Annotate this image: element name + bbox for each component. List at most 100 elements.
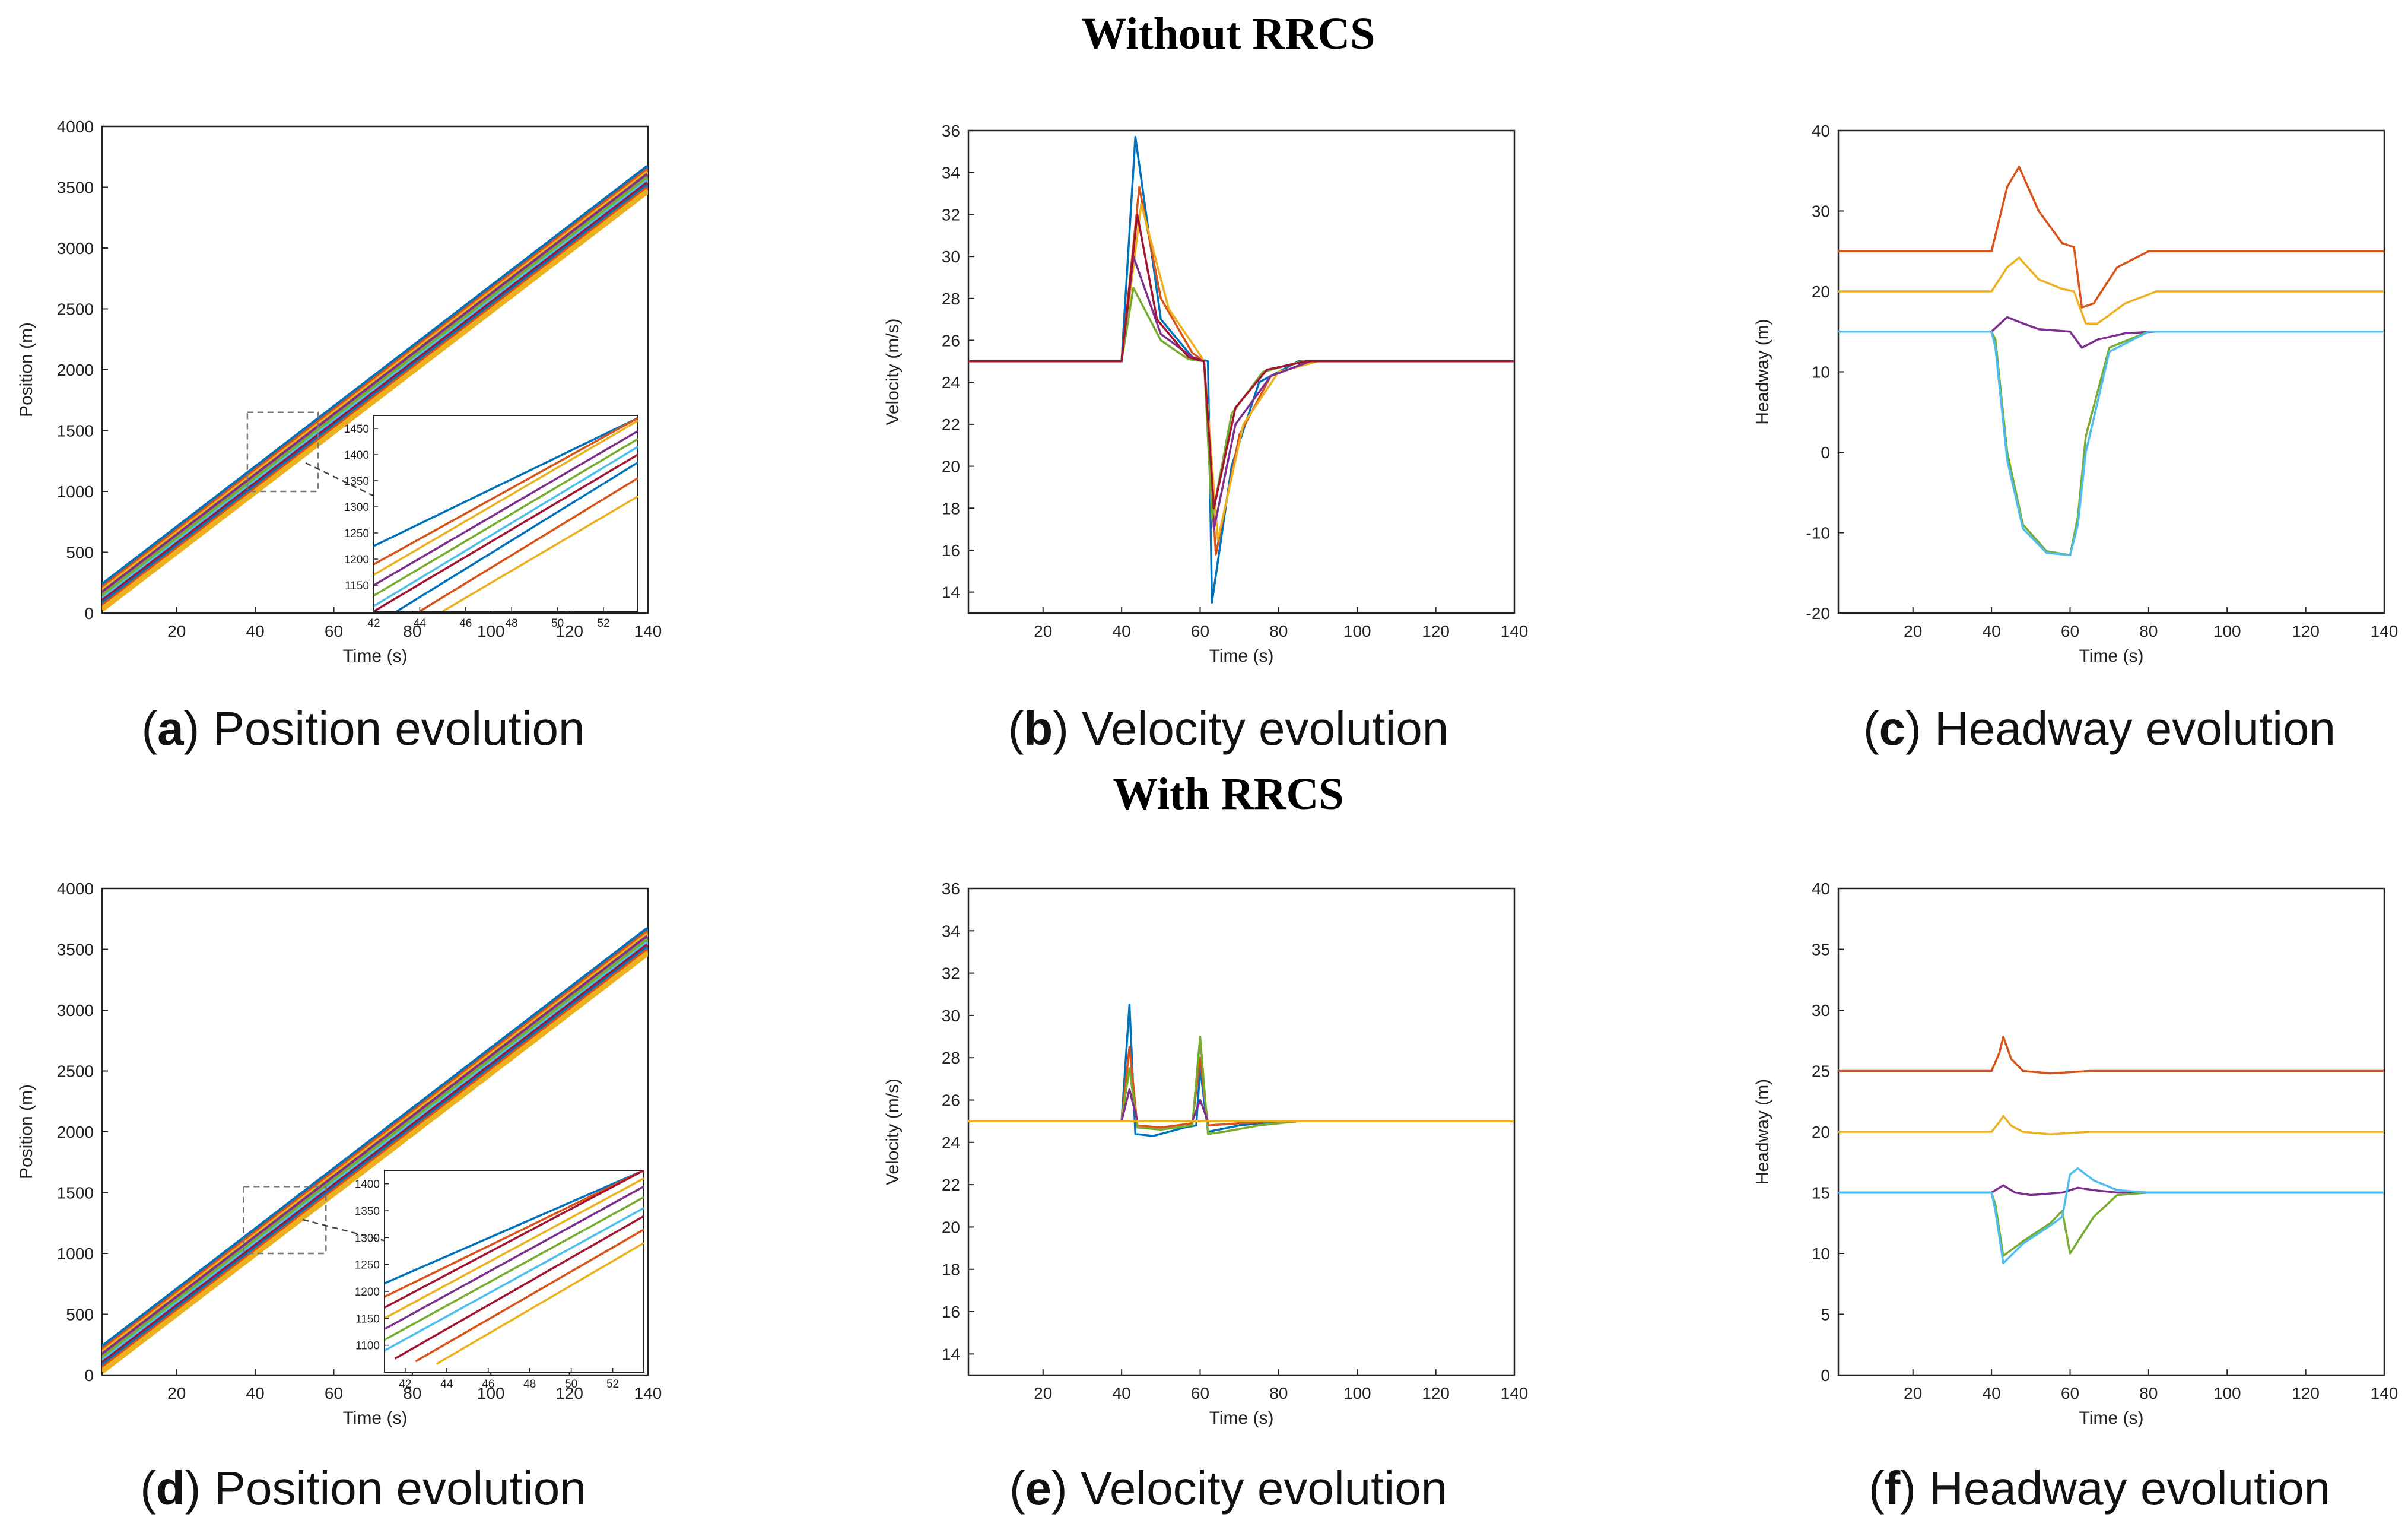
inset-d: 42 44 46 48 50 52 1100 1150 1200 1250 1300 1350 1400 (355, 1170, 644, 1391)
series-line-c-0 (1838, 166, 2384, 309)
inset-y-tick-label-d-1100: 1100 (355, 1340, 380, 1353)
caption-e: (e) Velocity evolution (1009, 1462, 1447, 1515)
inset-x-tick-label-d-42: 42 (399, 1378, 411, 1391)
y-tick-label-e-36: 36 (942, 880, 960, 898)
caption-letter-e: e (1025, 1462, 1052, 1515)
y-tick-label-b-22: 22 (942, 415, 960, 434)
y-tick-label-f-15: 15 (1812, 1184, 1830, 1202)
inset-line-d-9 (436, 1242, 644, 1365)
y-tick-label-d-2500: 2500 (57, 1062, 94, 1081)
x-tick-label-a-40: 40 (246, 622, 265, 640)
series-line-c-2 (1838, 316, 2384, 349)
inset-line-a-4 (374, 438, 638, 597)
y-tick-label-e-14: 14 (942, 1345, 960, 1363)
caption-letter-c: c (1879, 702, 1906, 755)
inset-frame-d (384, 1170, 644, 1373)
y-tick-label-e-22: 22 (942, 1176, 960, 1194)
x-tick-label-f-140: 140 (2371, 1384, 2399, 1402)
caption-close-paren-f: ) (1900, 1462, 1916, 1515)
caption-open-paren-e: ( (1009, 1462, 1025, 1515)
series-line-f-3 (1838, 1191, 2384, 1257)
x-tick-label-b-120: 120 (1422, 622, 1450, 640)
series-line-f-4 (1838, 1167, 2384, 1265)
inset-y-tick-label-a-1450: 1450 (344, 423, 369, 436)
inset-x-tick-label-d-52: 52 (606, 1378, 619, 1391)
x-tick-label-f-80: 80 (2139, 1384, 2158, 1402)
inset-x-tick-label-d-50: 50 (565, 1378, 577, 1391)
inset-line-d-5 (385, 1196, 644, 1341)
inset-y-tick-label-a-1200: 1200 (344, 554, 369, 566)
caption-open-paren-f: ( (1869, 1462, 1885, 1515)
y-tick-label-b-24: 24 (942, 373, 960, 392)
y-tick-label-c--20: -20 (1806, 604, 1830, 623)
y-tick-label-d-2000: 2000 (57, 1123, 94, 1141)
zoom-source-box-a (246, 411, 319, 493)
y-tick-label-a-2500: 2500 (57, 300, 94, 319)
inset-line-a-0 (374, 417, 638, 547)
inset-y-tick-label-d-1200: 1200 (355, 1286, 380, 1299)
x-tick-label-c-80: 80 (2139, 622, 2158, 640)
inset-line-a-8 (419, 477, 638, 611)
x-tick-label-b-40: 40 (1113, 622, 1131, 640)
x-axis-label-f: Time (s) (2079, 1408, 2144, 1428)
chart-a: 20 40 60 80 100 120 14005001000150020002500300… (17, 118, 662, 755)
x-tick-label-e-80: 80 (1269, 1384, 1288, 1402)
x-tick-label-d-20: 20 (167, 1384, 186, 1402)
zoom-source-box-d (243, 1186, 327, 1255)
inset-line-d-2 (385, 1170, 644, 1309)
caption-b: (b) Velocity evolution (1008, 702, 1449, 755)
x-tick-label-b-80: 80 (1269, 622, 1288, 640)
x-tick-label-c-60: 60 (2061, 622, 2079, 640)
x-tick-label-c-20: 20 (1904, 622, 1922, 640)
y-tick-label-f-35: 35 (1812, 941, 1830, 959)
caption-close-paren-e: ) (1051, 1462, 1068, 1515)
plot-area-c (1837, 129, 2385, 614)
x-tick-label-b-20: 20 (1034, 622, 1052, 640)
y-tick-label-e-18: 18 (942, 1261, 960, 1279)
inset-y-tick-label-a-1250: 1250 (344, 528, 369, 540)
y-tick-label-c-0: 0 (1821, 443, 1830, 462)
x-tick-label-a-60: 60 (325, 622, 343, 640)
y-tick-label-b-30: 30 (942, 247, 960, 266)
series-group-d (102, 927, 648, 1374)
inset-y-tick-label-d-1250: 1250 (355, 1259, 380, 1272)
caption-open-paren-a: ( (141, 702, 157, 755)
zoom-arrow-d (302, 1218, 407, 1248)
x-tick-label-e-60: 60 (1191, 1384, 1209, 1402)
series-line-f-0 (1838, 1036, 2384, 1075)
y-tick-label-f-5: 5 (1821, 1306, 1830, 1324)
inset-y-tick-label-d-1350: 1350 (355, 1205, 380, 1218)
inset-line-d-4 (385, 1185, 644, 1331)
y-tick-label-f-0: 0 (1821, 1366, 1830, 1385)
series-group-a (102, 165, 648, 612)
caption-open-paren-c: ( (1863, 702, 1879, 755)
caption-close-paren-d: ) (185, 1462, 201, 1515)
inset-line-a-7 (396, 461, 638, 611)
caption-letter-a: a (157, 702, 184, 755)
inset-line-a-6 (374, 453, 638, 611)
y-tick-label-b-18: 18 (942, 499, 960, 518)
y-tick-label-e-20: 20 (942, 1218, 960, 1236)
series-line-c-1 (1838, 256, 2384, 325)
series-group-e (968, 1004, 1514, 1137)
caption-text-c: Headway evolution (1921, 702, 2336, 755)
caption-f: (f) Headway evolution (1869, 1462, 2330, 1515)
x-tick-label-b-60: 60 (1191, 622, 1209, 640)
series-group-c (1838, 166, 2384, 557)
x-tick-label-e-40: 40 (1113, 1384, 1131, 1402)
inset-line-d-7 (394, 1215, 644, 1360)
inset-line-d-8 (415, 1229, 644, 1363)
y-tick-label-d-1500: 1500 (57, 1184, 94, 1202)
y-tick-label-e-24: 24 (942, 1134, 960, 1152)
y-tick-label-d-500: 500 (66, 1306, 94, 1324)
y-tick-label-b-28: 28 (942, 290, 960, 308)
inset-x-tick-label-d-48: 48 (523, 1378, 536, 1391)
chart-e: 20 40 60 80 100 120 140 14 16 18 20 22 24 26 28 30 32 34 3… (883, 880, 1528, 1515)
y-tick-label-d-3500: 3500 (57, 941, 94, 959)
caption-close-paren-c: ) (1905, 702, 1921, 755)
plot-area-e (967, 887, 1516, 1376)
inset-x-tick-label-a-52: 52 (597, 617, 609, 630)
x-tick-label-e-20: 20 (1034, 1384, 1052, 1402)
caption-letter-f: f (1885, 1462, 1901, 1515)
x-tick-label-d-120: 120 (555, 1384, 583, 1402)
